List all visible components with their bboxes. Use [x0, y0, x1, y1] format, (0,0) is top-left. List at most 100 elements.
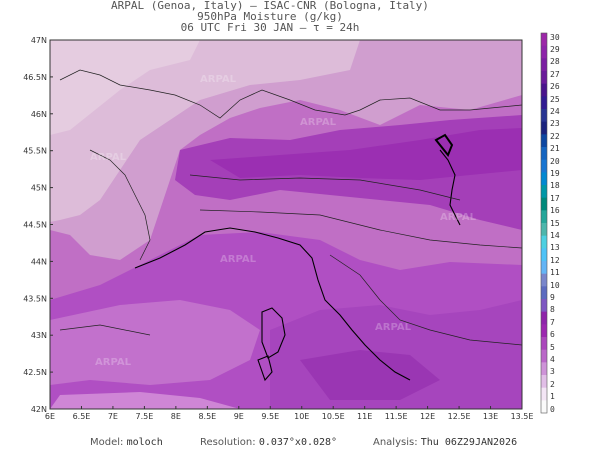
longitude-tick-label: 12.5E [448, 412, 471, 421]
latitude-tick-label: 43.5N [23, 294, 47, 303]
colorbar-swatch [541, 248, 547, 262]
watermark-text: ARPAL [440, 212, 477, 223]
footer-analysis: Analysis: Thu 06Z29JAN2026 [373, 437, 517, 448]
latitude-tick-label: 47N [31, 36, 47, 45]
watermark-text: ARPAL [90, 152, 127, 163]
colorbar-swatch [541, 261, 547, 275]
colorbar-label: 12 [550, 255, 560, 265]
colorbar-swatch [541, 172, 547, 186]
colorbar-label: 29 [550, 44, 560, 54]
colorbar-label: 15 [550, 218, 560, 228]
longitude-tick-label: 13.5E [511, 412, 534, 421]
colorbar-label: 0 [550, 404, 555, 414]
longitude-tick-label: 11E [357, 412, 372, 421]
colorbar-swatch [541, 71, 547, 85]
latitude-tick-label: 45.5N [23, 147, 47, 156]
colorbar-swatch [541, 387, 547, 401]
colorbar-swatch [541, 286, 547, 300]
latitude-tick-label: 46N [31, 110, 47, 119]
colorbar-label: 17 [550, 193, 560, 203]
colorbar-label: 3 [550, 367, 555, 377]
colorbar-swatch [541, 45, 547, 59]
watermark-text: ARPAL [300, 117, 337, 128]
latitude-tick-label: 43N [31, 331, 47, 340]
colorbar-swatch [541, 362, 547, 376]
header-line-2: 950hPa Moisture (g/kg) [197, 10, 343, 23]
longitude-tick-label: 7.5E [136, 412, 154, 421]
colorbar-label: 26 [550, 82, 560, 92]
colorbar-swatch [541, 185, 547, 199]
colorbar-label: 28 [550, 57, 560, 67]
colorbar-swatch [541, 134, 547, 148]
longitude-tick-label: 10E [294, 412, 309, 421]
longitude-tick-label: 13E [483, 412, 498, 421]
analysis-label: Analysis: [373, 437, 418, 448]
header-line-3: 06 UTC Fri 30 JAN — τ = 24h [180, 21, 360, 34]
latitude-tick-label: 44N [31, 257, 47, 266]
colorbar-swatch [541, 324, 547, 338]
latitude-tick-label: 42.5N [23, 368, 47, 377]
colorbar-swatch [541, 197, 547, 211]
longitude-tick-label: 12E [420, 412, 435, 421]
colorbar-label: 9 [550, 292, 555, 302]
colorbar-label: 19 [550, 168, 560, 178]
colorbar-swatch [541, 273, 547, 287]
colorbar-swatch [541, 147, 547, 161]
colorbar-label: 27 [550, 69, 560, 79]
model-value: moloch [126, 437, 163, 448]
colorbar-swatch [541, 33, 547, 47]
longitude-tick-label: 6E [45, 412, 55, 421]
header-line-1: ARPAL (Genoa, Italy) — ISAC-CNR (Bologna… [111, 0, 429, 12]
colorbar-label: 25 [550, 94, 560, 104]
resolution-value: 0.037°x0.028° [258, 437, 338, 448]
longitude-tick-label: 9.5E [261, 412, 279, 421]
colorbar-swatch [541, 96, 547, 110]
colorbar-label: 10 [550, 280, 560, 290]
longitude-tick-label: 8.5E [198, 412, 216, 421]
longitude-tick-label: 10.5E [322, 412, 345, 421]
colorbar-swatch [541, 299, 547, 313]
colorbar-swatch [541, 349, 547, 363]
colorbar-label: 20 [550, 156, 560, 166]
colorbar-swatch [541, 121, 547, 135]
colorbar-label: 2 [550, 379, 555, 389]
moisture-field: ARPAL ARPAL ARPAL ARPAL ARPAL ARPAL ARPA… [50, 40, 522, 409]
resolution-label: Resolution: [200, 437, 256, 448]
colorbar-swatch [541, 375, 547, 389]
colorbar-swatch [541, 223, 547, 237]
latitude-tick-label: 45N [31, 184, 47, 193]
colorbar-label: 6 [550, 330, 555, 340]
colorbar-label: 24 [550, 106, 560, 116]
latitude-axis: 47N 46.5N 46N 45.5N 45N 44.5N 44N 43.5N 43N 42.5N… [23, 36, 53, 414]
watermark-text: ARPAL [220, 254, 257, 265]
arpal-watermarks: ARPAL ARPAL ARPAL ARPAL ARPAL ARPAL ARPA… [90, 74, 477, 368]
colorbar-label: 18 [550, 181, 560, 191]
latitude-tick-label: 42N [31, 405, 47, 414]
colorbar [540, 32, 548, 414]
colorbar-label: 14 [550, 230, 560, 240]
colorbar-label: 11 [550, 268, 560, 278]
colorbar-swatch [541, 83, 547, 97]
colorbar-frame [540, 32, 548, 414]
colorbar-label: 16 [550, 206, 560, 216]
colorbar-swatch [541, 235, 547, 249]
colorbar-swatch [541, 311, 547, 325]
colorbar-swatch [541, 109, 547, 123]
model-label: Model: [90, 437, 124, 448]
watermark-text: ARPAL [95, 357, 132, 368]
longitude-tick-label: 8E [171, 412, 181, 421]
colorbar-label: 13 [550, 243, 560, 253]
colorbar-label: 1 [550, 392, 555, 402]
analysis-value: Thu 06Z29JAN2026 [420, 437, 518, 448]
colorbar-swatch [541, 159, 547, 173]
footer-resolution: Resolution: 0.037°x0.028° [200, 437, 337, 448]
colorbar-label: 5 [550, 342, 555, 352]
latitude-tick-label: 44.5N [23, 221, 47, 230]
colorbar-label: 21 [550, 144, 560, 154]
footer-model: Model: moloch [90, 437, 163, 448]
longitude-tick-label: 7E [108, 412, 118, 421]
colorbar-swatch [541, 210, 547, 224]
colorbar-label: 23 [550, 119, 560, 129]
longitude-axis: 6E 6.5E 7E 7.5E 8E 8.5E 9E 9.5E 10E 10.5E 11E 11.5E… [45, 406, 534, 421]
